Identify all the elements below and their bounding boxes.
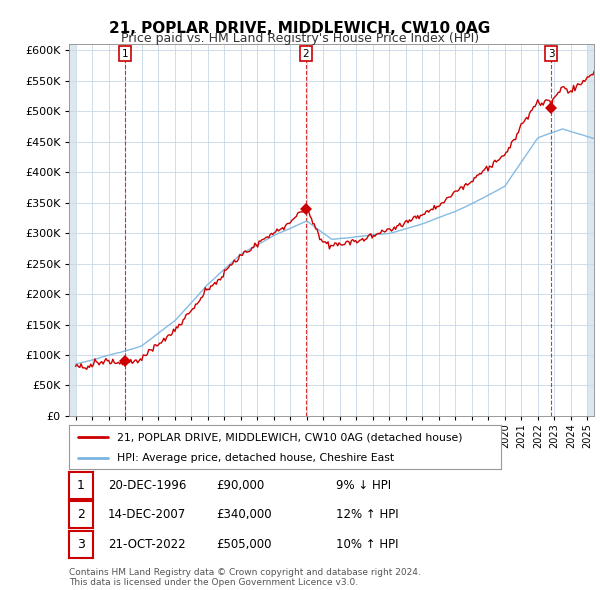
Bar xyxy=(587,44,594,416)
Text: Price paid vs. HM Land Registry's House Price Index (HPI): Price paid vs. HM Land Registry's House … xyxy=(121,32,479,45)
Text: 3: 3 xyxy=(77,537,85,551)
Text: £90,000: £90,000 xyxy=(216,478,264,492)
Text: Contains HM Land Registry data © Crown copyright and database right 2024.: Contains HM Land Registry data © Crown c… xyxy=(69,568,421,577)
Text: 9% ↓ HPI: 9% ↓ HPI xyxy=(336,478,391,492)
Text: 3: 3 xyxy=(548,48,554,58)
Text: 14-DEC-2007: 14-DEC-2007 xyxy=(108,508,186,522)
Text: £340,000: £340,000 xyxy=(216,508,272,522)
Text: 12% ↑ HPI: 12% ↑ HPI xyxy=(336,508,398,522)
Text: 10% ↑ HPI: 10% ↑ HPI xyxy=(336,537,398,551)
Bar xyxy=(69,44,76,416)
Text: 1: 1 xyxy=(77,478,85,492)
Text: HPI: Average price, detached house, Cheshire East: HPI: Average price, detached house, Ches… xyxy=(116,453,394,463)
Text: 1: 1 xyxy=(121,48,128,58)
Text: 2: 2 xyxy=(77,508,85,522)
Text: 21-OCT-2022: 21-OCT-2022 xyxy=(108,537,185,551)
Text: £505,000: £505,000 xyxy=(216,537,271,551)
Text: This data is licensed under the Open Government Licence v3.0.: This data is licensed under the Open Gov… xyxy=(69,578,358,588)
Text: 2: 2 xyxy=(302,48,309,58)
Text: 21, POPLAR DRIVE, MIDDLEWICH, CW10 0AG (detached house): 21, POPLAR DRIVE, MIDDLEWICH, CW10 0AG (… xyxy=(116,432,462,442)
Text: 21, POPLAR DRIVE, MIDDLEWICH, CW10 0AG: 21, POPLAR DRIVE, MIDDLEWICH, CW10 0AG xyxy=(109,21,491,35)
Text: 20-DEC-1996: 20-DEC-1996 xyxy=(108,478,187,492)
